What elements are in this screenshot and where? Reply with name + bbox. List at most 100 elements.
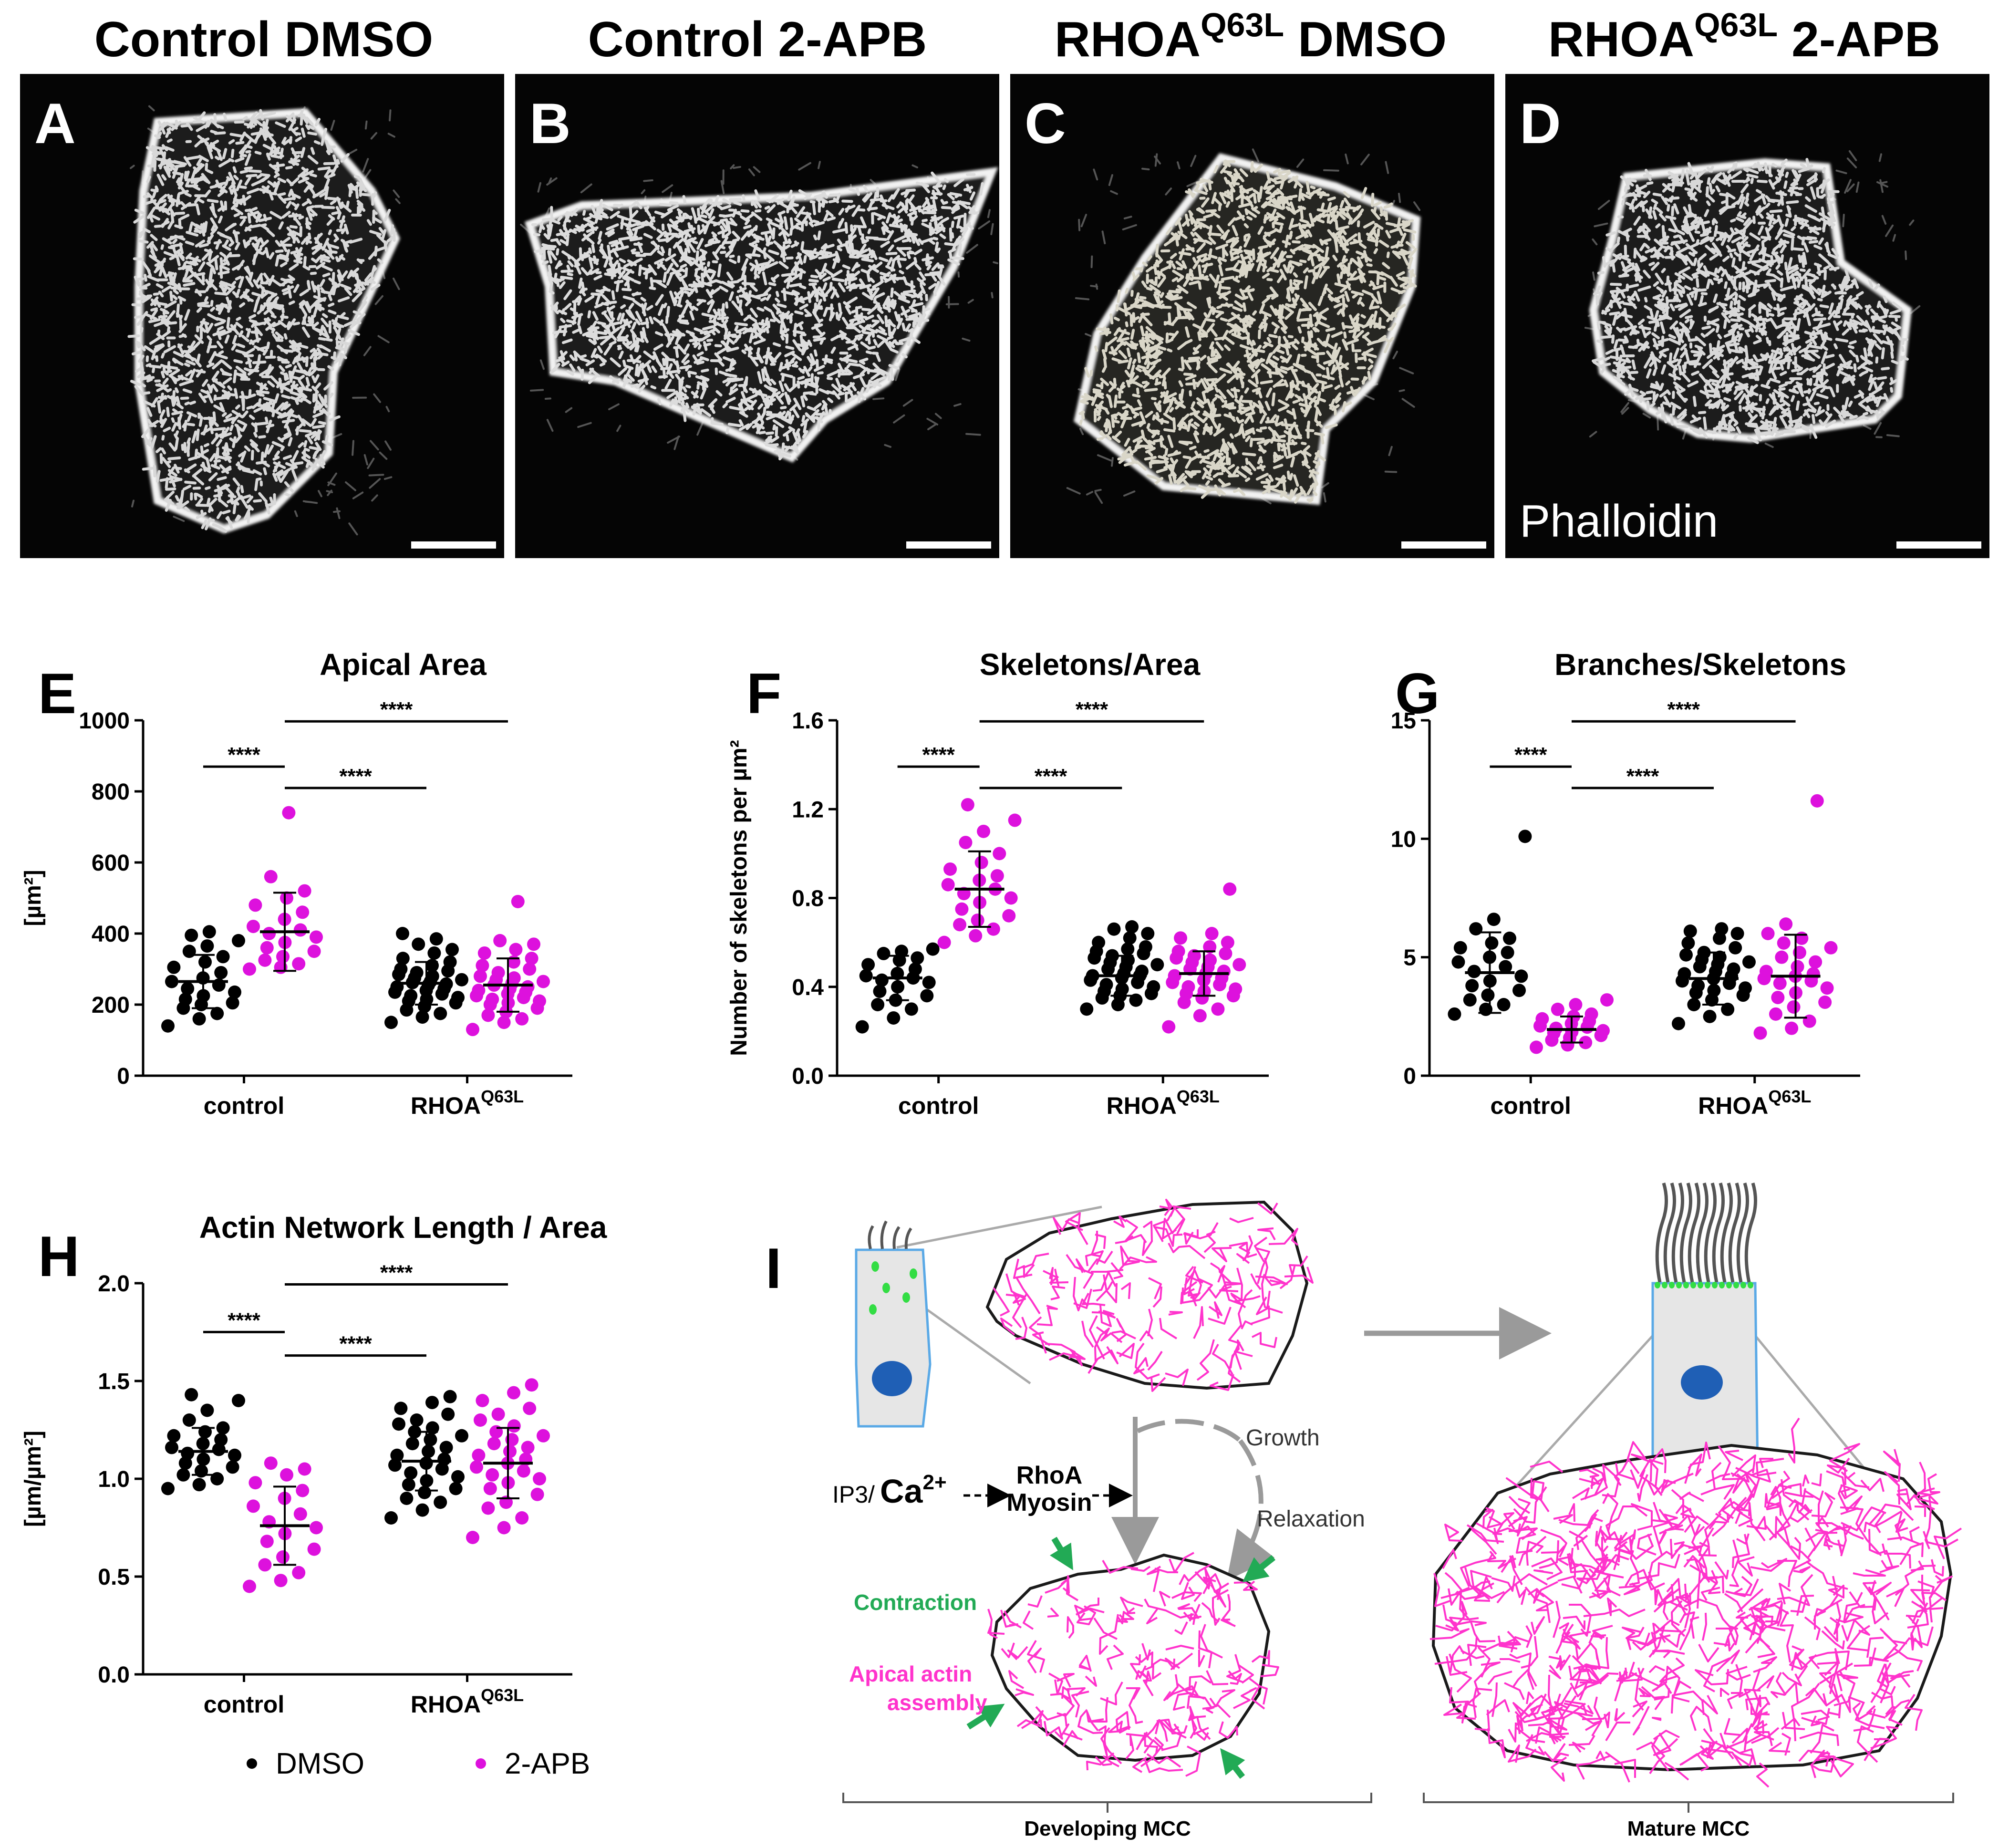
data-point bbox=[477, 946, 491, 960]
data-point bbox=[1681, 936, 1695, 950]
schematic-i: I Growth Relaxation bbox=[766, 1182, 1962, 1840]
data-point bbox=[1465, 979, 1479, 993]
data-point bbox=[887, 1011, 901, 1025]
data-point bbox=[1203, 940, 1217, 954]
panel-label-f: F bbox=[746, 662, 781, 726]
data-point bbox=[1485, 936, 1499, 950]
data-point bbox=[400, 1492, 414, 1505]
data-point bbox=[161, 1019, 175, 1033]
data-point bbox=[1771, 991, 1785, 1005]
data-point bbox=[247, 920, 260, 934]
data-point bbox=[525, 1378, 538, 1392]
data-point bbox=[165, 975, 178, 988]
data-point bbox=[451, 1470, 465, 1484]
data-point bbox=[425, 969, 439, 983]
data-point bbox=[161, 1482, 175, 1495]
y-tick-label: 2.0 bbox=[98, 1271, 130, 1297]
data-point bbox=[1761, 927, 1775, 940]
data-point bbox=[200, 939, 214, 953]
significance-label: **** bbox=[380, 698, 413, 721]
data-point bbox=[466, 1023, 479, 1037]
data-point bbox=[422, 1444, 435, 1458]
data-point bbox=[472, 1448, 486, 1462]
panel-label-b: B bbox=[529, 92, 571, 156]
data-point bbox=[1092, 935, 1106, 949]
data-point bbox=[1514, 969, 1528, 983]
x-tick-label: RHOAQ63L bbox=[411, 1087, 524, 1119]
scale-bar-a bbox=[411, 541, 496, 549]
y-tick-label: 600 bbox=[92, 851, 130, 876]
data-point bbox=[1518, 830, 1532, 843]
data-point bbox=[404, 989, 418, 1003]
data-point bbox=[415, 1010, 429, 1024]
legend-label-dmso: DMSO bbox=[276, 1747, 364, 1780]
data-point bbox=[873, 985, 887, 998]
data-point bbox=[228, 985, 241, 999]
data-point bbox=[185, 1388, 198, 1402]
data-point bbox=[507, 1419, 521, 1433]
data-point bbox=[425, 1396, 439, 1410]
significance-label: **** bbox=[228, 743, 260, 767]
data-point bbox=[959, 836, 973, 850]
y-tick-label: 0.0 bbox=[98, 1662, 130, 1688]
data-point bbox=[1203, 953, 1217, 967]
y-axis-label: [µm²] bbox=[21, 870, 46, 926]
data-point bbox=[1806, 967, 1820, 981]
data-point bbox=[1742, 955, 1756, 969]
actin-network-developing bbox=[993, 1199, 1314, 1392]
data-point bbox=[486, 992, 499, 1006]
data-point bbox=[507, 1386, 520, 1400]
data-point bbox=[1687, 998, 1701, 1011]
data-point bbox=[859, 969, 873, 983]
data-point bbox=[228, 1448, 241, 1462]
y-tick-label: 0 bbox=[117, 1064, 130, 1089]
micrograph-a: A bbox=[20, 74, 504, 558]
contracted-apex-outline bbox=[990, 1553, 1271, 1762]
legend-marker-2apb bbox=[476, 1758, 486, 1769]
data-point bbox=[449, 1482, 463, 1495]
data-point bbox=[491, 1407, 505, 1421]
nucleus-icon bbox=[872, 1361, 912, 1396]
y-tick-label: 0.8 bbox=[792, 886, 824, 912]
data-point bbox=[515, 1012, 529, 1026]
data-point bbox=[1683, 924, 1697, 938]
data-point bbox=[895, 945, 909, 958]
data-point bbox=[1579, 1036, 1593, 1049]
data-point bbox=[214, 1433, 228, 1446]
data-point bbox=[1529, 1040, 1543, 1054]
data-point bbox=[247, 1499, 260, 1513]
data-point bbox=[470, 1460, 483, 1474]
data-point bbox=[167, 960, 181, 974]
data-point bbox=[1187, 949, 1201, 963]
data-point bbox=[1738, 981, 1752, 995]
data-point bbox=[1219, 946, 1232, 960]
data-point bbox=[310, 1521, 323, 1535]
data-point bbox=[296, 1484, 310, 1497]
panel-label-a: A bbox=[34, 92, 76, 156]
data-point bbox=[493, 934, 507, 947]
data-point bbox=[455, 1429, 468, 1443]
y-tick-label: 0 bbox=[1403, 1064, 1416, 1089]
panel-label-i: I bbox=[766, 1236, 781, 1300]
data-point bbox=[943, 862, 957, 876]
data-point bbox=[418, 1485, 431, 1499]
mature-apex-outline bbox=[1431, 1443, 1953, 1772]
data-point bbox=[1600, 993, 1614, 1007]
data-point bbox=[511, 894, 525, 908]
significance-label: **** bbox=[1076, 698, 1108, 721]
legend-label-2apb: 2-APB bbox=[505, 1747, 590, 1780]
data-point bbox=[425, 959, 439, 973]
data-point bbox=[282, 806, 296, 820]
scale-bar-b bbox=[906, 541, 991, 549]
panel-label-h: H bbox=[38, 1225, 80, 1288]
data-point bbox=[1596, 1024, 1610, 1038]
significance-label: **** bbox=[1514, 743, 1547, 767]
data-point bbox=[486, 1468, 499, 1482]
data-point bbox=[182, 1413, 196, 1427]
data-point bbox=[961, 798, 974, 811]
data-point bbox=[249, 898, 262, 912]
data-point bbox=[1503, 931, 1517, 945]
data-point bbox=[216, 1421, 230, 1435]
data-point bbox=[192, 1012, 206, 1026]
